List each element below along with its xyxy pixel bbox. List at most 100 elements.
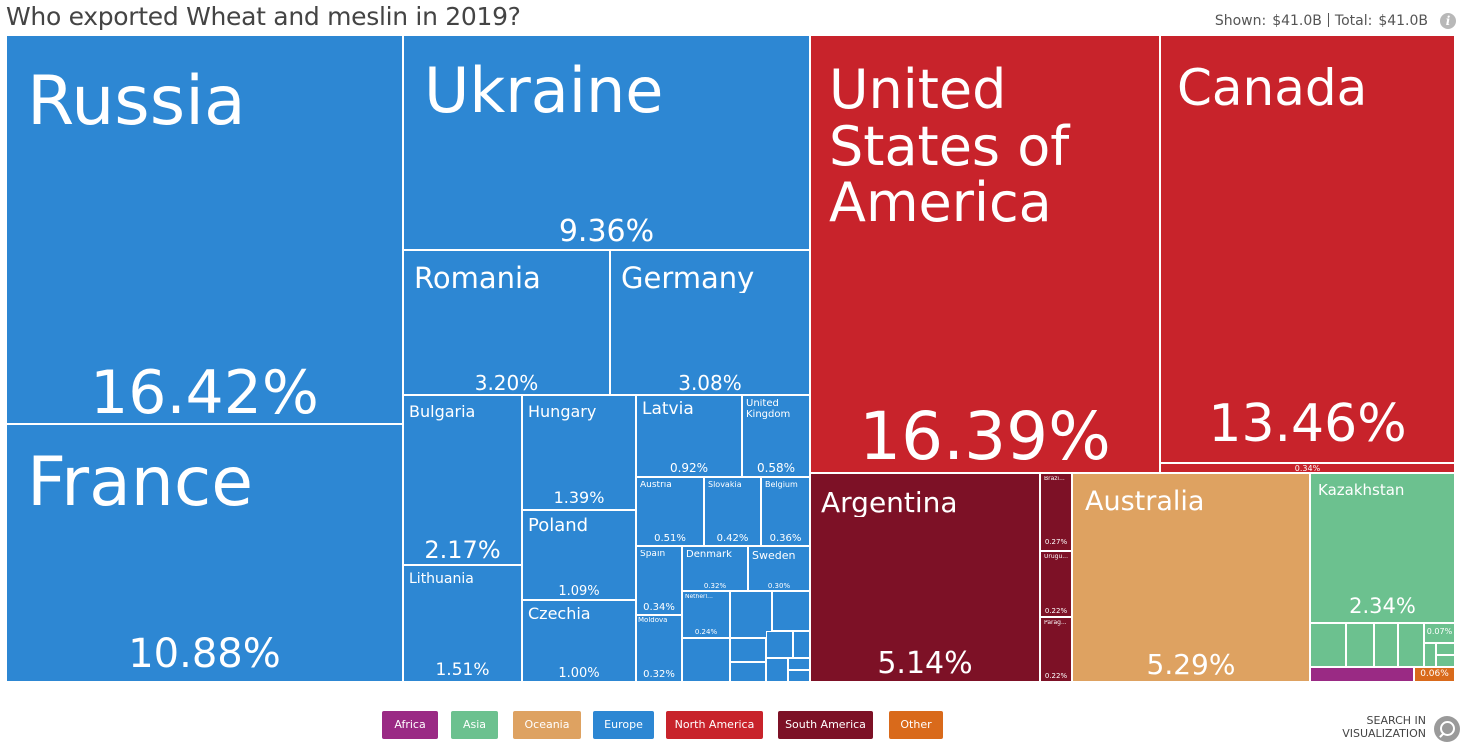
page-title: Who exported Wheat and meslin in 2019?: [6, 2, 521, 31]
treemap-tile[interactable]: [1310, 623, 1346, 667]
treemap-tile[interactable]: Russia 16.42%: [6, 35, 403, 424]
treemap-tile[interactable]: Belgium 0.36%: [761, 477, 810, 546]
tile-percentage: 0.24%: [694, 628, 718, 636]
treemap-tile[interactable]: [1374, 623, 1398, 667]
tile-label: Brazi...: [1044, 476, 1065, 482]
legend-item[interactable]: Oceania: [513, 711, 581, 739]
treemap-tile[interactable]: Czechia 1.00%: [522, 600, 636, 682]
tile-percentage: 16.42%: [90, 358, 319, 424]
treemap-tile[interactable]: Urugu... 0.22%: [1040, 551, 1072, 617]
treemap-tile[interactable]: [766, 658, 788, 682]
treemap-tile[interactable]: [730, 662, 766, 682]
search-label-line1: SEARCH IN: [1366, 714, 1426, 727]
tile-label: Netherl...: [685, 594, 713, 600]
treemap-tile[interactable]: [730, 638, 766, 662]
search-visualization[interactable]: SEARCH IN VISUALIZATION: [1342, 714, 1426, 740]
tile-label: Slovakia: [708, 481, 742, 489]
treemap-tile[interactable]: 0.07%: [1424, 623, 1455, 643]
treemap-tile[interactable]: [772, 591, 810, 631]
tile-label: United States of America: [829, 62, 1070, 233]
treemap-tile[interactable]: Slovakia 0.42%: [704, 477, 761, 546]
tile-percentage: 10.88%: [128, 631, 281, 677]
tile-percentage: 0.42%: [716, 533, 749, 544]
treemap-tile[interactable]: Bulgaria 2.17%: [403, 395, 522, 565]
treemap-tile[interactable]: 0.06%: [1414, 667, 1455, 682]
treemap-tile[interactable]: Denmark 0.32%: [682, 546, 748, 591]
treemap-tile[interactable]: Austria 0.51%: [636, 477, 704, 546]
tile-percentage: 0.36%: [769, 533, 802, 544]
tile-percentage: 0.27%: [1044, 538, 1068, 546]
treemap-tile[interactable]: Argentina 5.14%: [810, 473, 1040, 682]
tile-percentage: 0.58%: [756, 461, 796, 475]
tile-label: Lithuania: [409, 572, 474, 587]
treemap-tile[interactable]: Germany 3.08%: [610, 250, 810, 395]
info-icon[interactable]: i: [1440, 13, 1456, 29]
treemap-tile[interactable]: 0.34%: [1160, 463, 1455, 473]
total-value: $41.0B: [1378, 13, 1428, 29]
treemap-tile[interactable]: Kazakhstan 2.34%: [1310, 473, 1455, 623]
legend-item[interactable]: Asia: [451, 711, 498, 739]
tile-percentage: 5.29%: [1146, 648, 1236, 681]
treemap-tile[interactable]: United States of America 16.39%: [810, 35, 1160, 473]
tile-percentage: 9.36%: [558, 214, 655, 249]
treemap-tile[interactable]: [793, 631, 810, 658]
tile-percentage: 0.51%: [654, 533, 686, 544]
tile-label: Czechia: [528, 606, 591, 623]
treemap-tile[interactable]: Lithuania 1.51%: [403, 565, 522, 682]
treemap-tile[interactable]: United Kingdom 0.58%: [742, 395, 810, 477]
treemap-tile[interactable]: [1346, 623, 1374, 667]
treemap-tile[interactable]: Romania 3.20%: [403, 250, 610, 395]
tile-label: Belgium: [765, 481, 798, 489]
search-icon[interactable]: [1434, 716, 1460, 742]
shown-label: Shown:: [1214, 13, 1267, 29]
legend-item[interactable]: Africa: [382, 711, 438, 739]
treemap-tile[interactable]: [788, 658, 810, 670]
shown-value: $41.0B: [1272, 13, 1322, 29]
tile-percentage: 16.39%: [859, 398, 1111, 473]
treemap-tile[interactable]: [1424, 643, 1436, 667]
tile-label: Germany: [621, 263, 755, 294]
tile-label: Canada: [1177, 62, 1368, 115]
treemap-tile[interactable]: France 10.88%: [6, 424, 403, 682]
treemap-tile[interactable]: [1436, 643, 1455, 655]
tile-label: Denmark: [686, 550, 732, 560]
legend-item[interactable]: Other: [889, 711, 943, 739]
treemap-tile[interactable]: [730, 591, 772, 638]
treemap-tile[interactable]: [682, 638, 730, 682]
legend-item[interactable]: Europe: [593, 711, 654, 739]
treemap-tile[interactable]: [766, 631, 793, 658]
tile-label: Parag...: [1044, 620, 1067, 626]
search-label-line2: VISUALIZATION: [1342, 727, 1426, 740]
tile-label: Moldova: [638, 617, 668, 624]
tile-percentage: 3.08%: [678, 371, 742, 395]
treemap-tile[interactable]: Spain 0.34%: [636, 546, 682, 615]
tile-label: Russia: [27, 66, 246, 138]
treemap-tile[interactable]: [1436, 655, 1455, 667]
tile-label: Urugu...: [1044, 554, 1068, 560]
treemap-tile[interactable]: Australia 5.29%: [1072, 473, 1310, 682]
tile-percentage: 0.32%: [643, 669, 675, 680]
treemap-tile[interactable]: Brazi... 0.27%: [1040, 473, 1072, 551]
treemap-tile[interactable]: Canada 13.46%: [1160, 35, 1455, 463]
treemap-tile[interactable]: Sweden 0.30%: [748, 546, 810, 591]
legend-item[interactable]: South America: [778, 711, 873, 739]
treemap-tile[interactable]: Latvia 0.92%: [636, 395, 742, 477]
treemap-tile[interactable]: [788, 670, 810, 682]
divider: [1327, 13, 1329, 27]
tile-percentage: 0.22%: [1044, 607, 1068, 615]
treemap-tile[interactable]: Netherl... 0.24%: [682, 591, 730, 638]
treemap: Russia 16.42% France 10.88% Ukraine 9.36% Roma…: [6, 35, 1455, 682]
total-label: Total:: [1334, 13, 1373, 29]
treemap-tile[interactable]: Moldova 0.32%: [636, 615, 682, 682]
treemap-tile[interactable]: [1398, 623, 1424, 667]
treemap-tile[interactable]: Ukraine 9.36%: [403, 35, 810, 250]
treemap-tile[interactable]: Parag... 0.22%: [1040, 617, 1072, 682]
legend-item[interactable]: North America: [666, 711, 763, 739]
treemap-tile[interactable]: Poland 1.09%: [522, 510, 636, 600]
tile-label: Latvia: [642, 401, 694, 419]
tile-percentage: 0.06%: [1420, 669, 1449, 679]
tile-label: Argentina: [821, 488, 958, 518]
tile-percentage: 2.17%: [424, 536, 501, 564]
treemap-tile[interactable]: Hungary 1.39%: [522, 395, 636, 510]
treemap-tile[interactable]: [1310, 667, 1414, 682]
